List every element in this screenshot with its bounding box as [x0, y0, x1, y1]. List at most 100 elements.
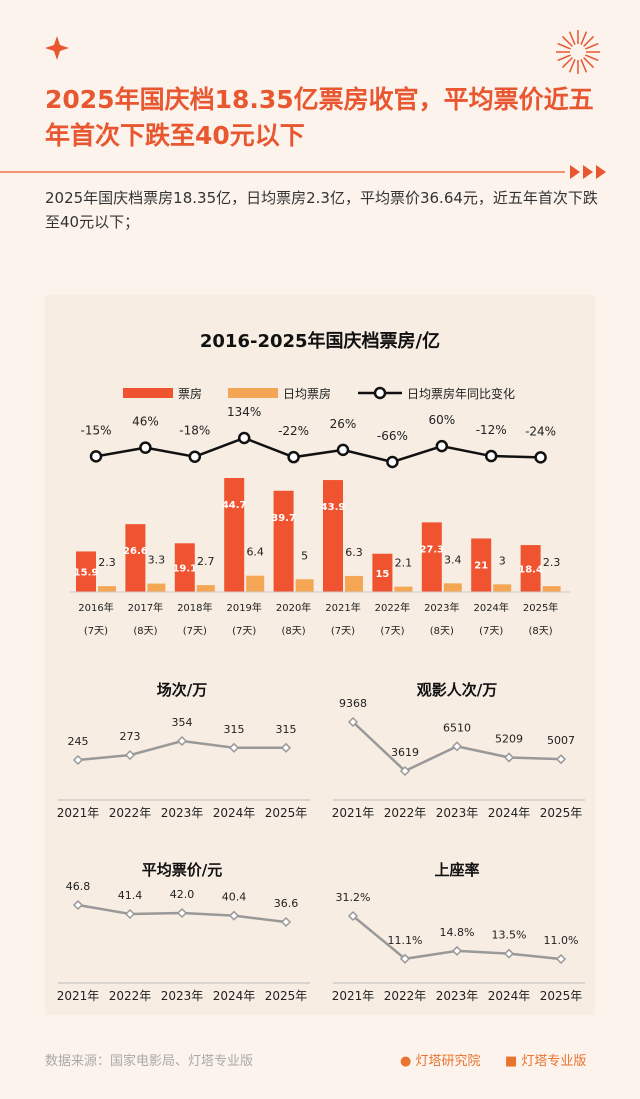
line-label: -24% [525, 424, 556, 438]
small-point [228, 910, 240, 921]
small-point [451, 945, 463, 956]
point-label: 245 [68, 735, 89, 748]
x-tick-label: 2016年 [78, 601, 113, 614]
bar-label: 15.9 [74, 568, 99, 579]
firework-ray [580, 59, 588, 73]
page-title: 2025年国庆档18.35亿票房收官，平均票价近五年首次下跌至40元以下 [45, 85, 594, 150]
x-tick-label: 2019年 [226, 601, 261, 614]
small-point [399, 953, 411, 964]
x-tick-label: 2020年 [276, 601, 311, 614]
point-label: 40.4 [222, 891, 247, 904]
firework-ray [585, 42, 599, 50]
small-point [347, 910, 359, 922]
x-tick-days: (8天) [529, 626, 553, 637]
legend-label: 票房 [178, 386, 202, 401]
x-tick-label: 2025年 [540, 806, 583, 820]
small-point [503, 752, 515, 763]
x-tick-days: (8天) [133, 626, 157, 637]
x-tick-label: 2024年 [473, 601, 508, 614]
x-tick-days: (7天) [380, 626, 404, 637]
bar-label: 3.4 [444, 553, 462, 566]
bar-box-office [76, 551, 96, 592]
bar-box-office [273, 490, 294, 592]
firework-ray [580, 31, 588, 45]
x-tick-label: 2023年 [436, 989, 479, 1003]
line-label: -15% [80, 423, 111, 437]
line-label: -22% [278, 424, 309, 438]
x-tick-days: (7天) [331, 626, 355, 637]
legend: 票房 日均票房 日均票房年同比变化 [123, 386, 515, 401]
point-label: 9368 [339, 697, 367, 710]
point-label: 315 [224, 723, 245, 736]
yoy-point [139, 441, 152, 454]
bar-label: 39.7 [271, 513, 296, 524]
firework-ray [561, 35, 573, 47]
bar-daily [443, 583, 462, 592]
bar-box-office [421, 522, 442, 592]
bar-box-office [125, 524, 146, 592]
small-point [176, 735, 188, 747]
x-tick-label: 2021年 [332, 806, 375, 820]
x-tick-label: 2022年 [109, 806, 152, 820]
chart-panel [45, 295, 595, 1015]
firework-ray [557, 54, 571, 62]
firework-ray [568, 59, 576, 73]
small-point [280, 742, 292, 753]
line-label: -12% [476, 423, 507, 437]
bar-label: 18.4 [518, 565, 543, 576]
small-chart-title: 观影人次/万 [417, 681, 497, 699]
yoy-point [534, 451, 547, 464]
small-point [124, 908, 136, 920]
firework-icon [556, 30, 600, 74]
small-point [280, 916, 292, 928]
bar-label: 27.3 [419, 544, 444, 555]
bar-daily [147, 583, 166, 592]
x-tick-days: (7天) [232, 626, 256, 637]
bar-label: 2.3 [543, 556, 561, 569]
subtitle: 2025年国庆档票房18.35亿，日均票房2.3亿，平均票价36.64元，近五年… [45, 189, 598, 231]
yoy-point [435, 439, 449, 453]
x-tick-label: 2024年 [213, 989, 256, 1003]
point-label: 11.1% [388, 934, 423, 947]
bar-label: 5 [301, 549, 308, 562]
yoy-point [287, 450, 300, 464]
point-label: 6510 [443, 721, 471, 734]
bar-daily [98, 586, 116, 592]
small-point [347, 716, 359, 728]
x-tick-days: (7天) [479, 626, 503, 637]
bar-daily [345, 575, 363, 592]
small-point [451, 741, 463, 752]
x-tick-label: 2023年 [436, 806, 479, 820]
point-label: 46.8 [66, 880, 91, 893]
legend-swatch-box-office [123, 388, 173, 398]
point-label: 14.8% [440, 926, 475, 939]
small-point [72, 899, 84, 911]
point-label: 5007 [547, 734, 575, 747]
x-tick-label: 2023年 [161, 989, 204, 1003]
bar-daily [542, 586, 561, 592]
line-label: 46% [132, 415, 159, 429]
bar-daily [295, 579, 314, 592]
x-tick-label: 2025年 [523, 601, 558, 614]
line-label: 60% [428, 413, 455, 427]
point-label: 13.5% [492, 929, 527, 942]
bar-box-office [520, 545, 541, 592]
x-tick-label: 2022年 [109, 989, 152, 1003]
x-tick-label: 2023年 [424, 601, 459, 614]
bar-box-office [372, 553, 393, 592]
legend-label: 日均票房年同比变化 [407, 386, 515, 401]
bar-label: 21 [474, 560, 488, 571]
firework-ray [583, 35, 595, 47]
small-point [555, 953, 567, 965]
brand-label: 灯塔专业版 [521, 1054, 587, 1069]
point-label: 5209 [495, 732, 523, 745]
point-label: 11.0% [544, 934, 579, 947]
brand-research: ● 灯塔研究院 [400, 1054, 481, 1069]
small-point [503, 948, 515, 959]
small-point [176, 907, 188, 919]
small-point [228, 742, 240, 753]
x-tick-label: 2024年 [213, 806, 256, 820]
legend-label: 日均票房 [283, 386, 331, 401]
bar-label: 26.6 [123, 546, 148, 557]
small-point [72, 754, 84, 766]
